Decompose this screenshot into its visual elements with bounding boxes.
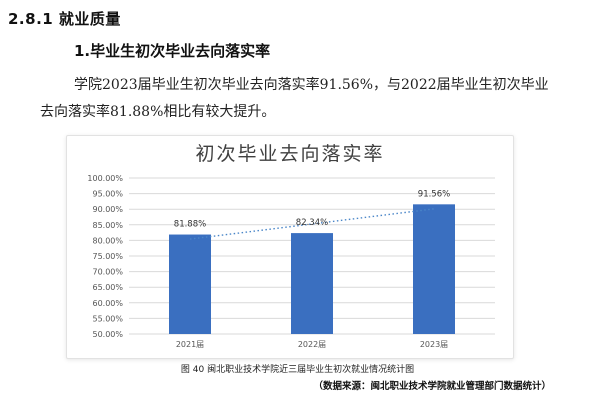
x-tick-label: 2021届 [176, 340, 204, 349]
chart-title: 初次毕业去向落实率 [195, 143, 384, 165]
trendline [189, 208, 435, 240]
chart-card: 初次毕业去向落实率 50.00% 55.00% 60.00% 65.00% 70.00% 7… [66, 135, 514, 359]
bar [291, 233, 333, 334]
y-tick-label: 65.00% [92, 283, 123, 292]
data-label: 81.88% [174, 220, 206, 230]
data-source-note: （数据来源：闽北职业技术学院就业管理部门数据统计） [313, 381, 551, 392]
y-tick-label: 85.00% [92, 221, 123, 230]
sub-heading: 1.毕业生初次毕业去向落实率 [74, 42, 271, 60]
bar [413, 204, 455, 334]
data-label: 82.34% [296, 218, 328, 228]
body-paragraph: 学院2023届毕业生初次毕业去向落实率91.56%，与2022届毕业生初次毕业去… [40, 77, 549, 120]
y-tick-label: 50.00% [92, 330, 123, 339]
y-tick-label: 80.00% [92, 236, 123, 245]
y-tick-label: 95.00% [92, 190, 123, 199]
y-tick-label: 70.00% [92, 268, 123, 277]
y-tick-label: 75.00% [92, 252, 123, 261]
figure-caption: 图 40 闽北职业技术学院近三届毕业生初次就业情况统计图 [180, 365, 415, 375]
y-tick-label: 55.00% [92, 314, 123, 323]
x-tick-label: 2022届 [298, 340, 326, 349]
bar [169, 234, 211, 334]
employment-rate-chart: 初次毕业去向落实率 50.00% 55.00% 60.00% 65.00% 70.00% 7… [87, 143, 495, 349]
section-heading: 2.8.1 就业质量 [8, 10, 121, 28]
x-tick-label: 2023届 [420, 340, 448, 349]
data-label: 91.56% [418, 189, 450, 199]
y-tick-label: 60.00% [92, 299, 123, 308]
y-tick-label: 100.00% [87, 174, 123, 183]
y-tick-label: 90.00% [92, 205, 123, 214]
